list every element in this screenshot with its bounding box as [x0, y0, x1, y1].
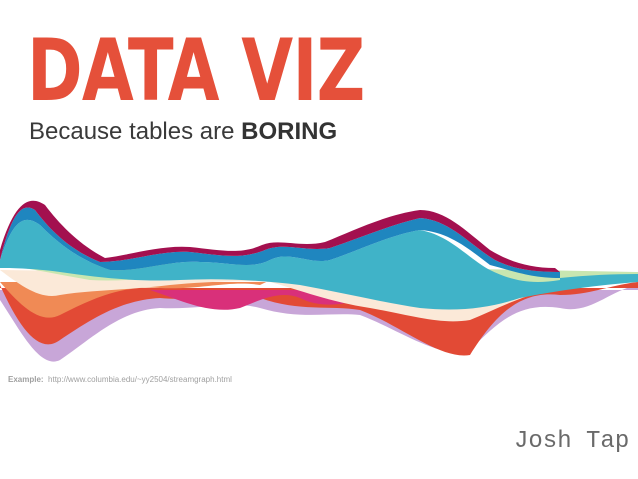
- author-name: Josh Tap: [514, 428, 630, 455]
- subtitle-text: Because tables are: [29, 118, 242, 145]
- stream-layer-teal: [0, 219, 638, 310]
- slide-title: DATA VIZ: [27, 21, 365, 121]
- example-label: Example:: [8, 375, 44, 384]
- stream-layer-tail: [560, 274, 638, 282]
- example-url-link[interactable]: http://www.columbia.edu/~yy2504/streamgr…: [48, 375, 232, 384]
- example-caption: Example: http://www.columbia.edu/~yy2504…: [8, 375, 232, 384]
- streamgraph-image: [0, 200, 638, 362]
- slide-subtitle: Because tables are BORING: [29, 118, 337, 146]
- stream-layer-magenta: [150, 290, 360, 310]
- stream-layer-darkmagenta: [0, 200, 560, 272]
- subtitle-bold-word: BORING: [241, 118, 338, 145]
- stream-layer-blue: [0, 207, 560, 278]
